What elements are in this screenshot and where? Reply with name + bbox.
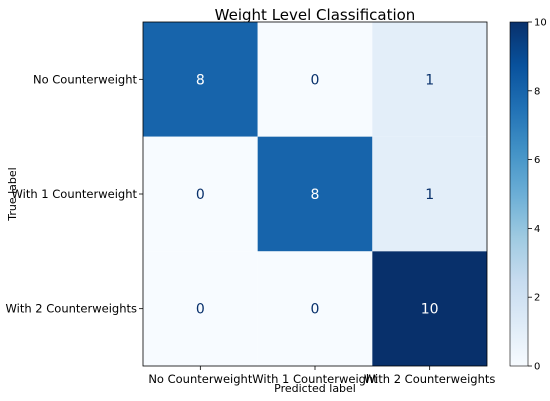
heatmap-cell-r1-c1 [257, 136, 373, 252]
cell-value-r0-c1: 0 [311, 72, 320, 88]
colorbar-tick-label: 0 [534, 362, 540, 373]
y-tick-label: With 1 Counterweight [12, 187, 138, 201]
colorbar-tick-label: 6 [534, 155, 540, 166]
colorbar-gradient [509, 21, 529, 367]
heatmap-cell-r0-c1 [257, 22, 373, 137]
heatmap-cell-labels: 8 0 10 8 10 0 10 [196, 72, 439, 317]
y-axis-label: True label [6, 167, 19, 221]
heatmap-cell-r1-c0 [143, 136, 258, 252]
x-tick-label: With 2 Counterweights [364, 372, 495, 386]
chart-title: Weight Level Classification [215, 6, 416, 24]
heatmap-cell-r0-c2 [372, 22, 487, 137]
colorbar-tick-label: 4 [534, 224, 540, 235]
x-tick-label: With 1 Counterweight [252, 372, 378, 386]
colorbar-tick-label: 2 [534, 293, 540, 304]
cell-value-r0-c0: 8 [196, 72, 205, 88]
y-tick-label: No Counterweight [33, 72, 138, 86]
cell-value-r2-c1: 0 [311, 302, 320, 318]
cell-value-r1-c1: 8 [311, 187, 320, 203]
heatmap-cell-r2-c0 [143, 251, 258, 366]
cell-value-r2-c0: 0 [196, 302, 205, 318]
cell-value-r1-c2: 1 [425, 187, 434, 203]
cell-value-r0-c2: 1 [425, 72, 434, 88]
colorbar: 0 2 4 6 8 10 [509, 18, 547, 373]
x-tick-labels: No Counterweight With 1 CounterweightWith… [148, 366, 495, 386]
heatmap-cell-r0-c0 [143, 22, 258, 137]
x-tick-label: No Counterweight [148, 372, 253, 386]
y-tick-label: With 2 Counterweights [6, 302, 137, 316]
heatmap-cell-r2-c1 [257, 251, 373, 366]
x-axis-label: Predicted label [274, 382, 356, 395]
colorbar-tick-label: 8 [534, 86, 540, 97]
heatmap-cell-r2-c2 [372, 251, 487, 366]
heatmap-cell-r1-c2 [372, 136, 487, 252]
colorbar-tick-label: 10 [534, 18, 547, 29]
cell-value-r1-c0: 0 [196, 187, 205, 203]
heatmap-cells [143, 22, 487, 366]
y-tick-labels: No Counterweight With 1 Counterweight With… [6, 72, 143, 316]
cell-value-r2-c2: 10 [421, 302, 439, 318]
colorbar-ticks: 0 2 4 6 8 10 [528, 18, 547, 373]
